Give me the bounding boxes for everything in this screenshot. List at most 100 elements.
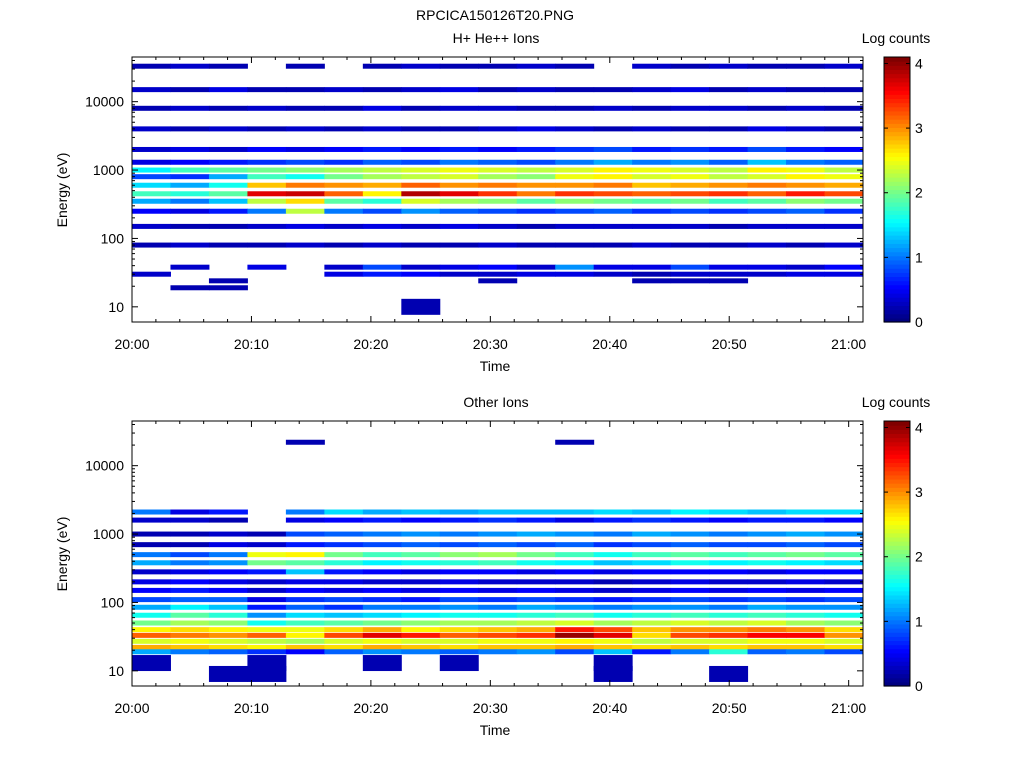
heatmap-cell — [555, 439, 595, 445]
heatmap-cell — [593, 531, 633, 537]
heatmap-cell — [362, 542, 402, 548]
heatmap-cell — [593, 191, 633, 197]
colorbar-step — [884, 251, 910, 257]
heatmap-cell — [670, 579, 710, 585]
heatmap-cell — [362, 223, 402, 229]
heatmap-cell — [439, 105, 479, 111]
heatmap-cell — [208, 63, 248, 69]
heatmap-cell — [786, 146, 826, 152]
heatmap-cell — [824, 627, 864, 633]
heatmap-cell — [516, 242, 556, 248]
heatmap-cell — [709, 182, 749, 188]
heatmap-cell — [285, 182, 325, 188]
heatmap-cell — [208, 552, 248, 558]
heatmap-cell — [170, 126, 210, 132]
heatmap-cell — [401, 63, 441, 69]
heatmap-cell — [478, 569, 518, 575]
heatmap-cell — [593, 264, 633, 270]
heatmap-cell — [555, 517, 595, 523]
heatmap-cell — [208, 597, 248, 603]
heatmap-cell — [439, 569, 479, 575]
heatmap-cell — [593, 167, 633, 173]
heatmap-cell — [516, 264, 556, 270]
heatmap-cell — [593, 174, 633, 180]
colorbar-step — [884, 164, 910, 170]
heatmap-cell — [709, 597, 749, 603]
heatmap-cell — [632, 223, 672, 229]
axes: 10 100 1000 10000 20:00 20:10 20:20 20:30 20:40 2… — [85, 421, 866, 716]
y-tick-label: 100 — [101, 230, 125, 246]
colorbar-step — [884, 565, 910, 571]
heatmap-cell — [478, 146, 518, 152]
heatmap-cell — [247, 242, 287, 248]
colorbar-step — [884, 503, 910, 509]
heatmap-cell — [478, 612, 518, 618]
heatmap-cell — [132, 198, 171, 204]
heatmap-cell — [285, 146, 325, 152]
heatmap-cell — [786, 627, 826, 633]
heatmap-cell — [747, 105, 787, 111]
colorbar-step — [884, 507, 910, 513]
heatmap-cell — [709, 159, 749, 165]
heatmap-cell — [824, 560, 864, 566]
heatmap-cell — [709, 126, 749, 132]
heatmap-cell — [786, 87, 826, 93]
heatmap-cell — [555, 264, 595, 270]
heatmap-cell — [824, 587, 864, 593]
heatmap-cell — [401, 649, 441, 655]
y-axis-label: Energy (eV) — [54, 517, 70, 592]
heatmap-cell — [247, 560, 287, 566]
heatmap-cell — [362, 649, 402, 655]
heatmap-cell — [362, 655, 402, 672]
heatmap-cell — [362, 531, 402, 537]
y-tick-label: 1000 — [93, 526, 124, 542]
heatmap-cell — [170, 223, 210, 229]
heatmap-cell — [362, 569, 402, 575]
colorbar-step — [884, 528, 910, 534]
heatmap-cell — [747, 223, 787, 229]
heatmap-cell — [401, 87, 441, 93]
heatmap-cell — [670, 597, 710, 603]
heatmap-cell — [401, 223, 441, 229]
y-tick-label: 100 — [101, 594, 125, 610]
heatmap-cell — [670, 517, 710, 523]
colorbar-step — [884, 313, 910, 319]
heatmap-cell — [478, 105, 518, 111]
heatmap-cell — [709, 632, 749, 638]
heatmap-cell — [478, 198, 518, 204]
heatmap-cell — [824, 597, 864, 603]
heatmap-cell — [516, 612, 556, 618]
heatmap-cell — [401, 298, 441, 315]
heatmap-cell — [747, 560, 787, 566]
heatmap-cell — [747, 167, 787, 173]
colorbar-step — [884, 570, 910, 575]
heatmap-cell — [132, 655, 171, 672]
heatmap-cell — [324, 597, 364, 603]
heatmap-cell — [747, 208, 787, 214]
heatmap-cell — [786, 509, 826, 515]
heatmap-cell — [516, 167, 556, 173]
heatmap-cell — [516, 632, 556, 638]
heatmap-cell — [362, 560, 402, 566]
heatmap-cell — [362, 198, 402, 204]
heatmap-cell — [208, 620, 248, 626]
heatmap-cell — [439, 182, 479, 188]
heatmap-cell — [709, 552, 749, 558]
heatmap-cell — [247, 597, 287, 603]
heatmap-cell — [632, 509, 672, 515]
heatmap-cell — [747, 182, 787, 188]
heatmap-cell — [132, 638, 171, 644]
heatmap-cell — [439, 560, 479, 566]
colorbar-tick-label: 2 — [915, 185, 923, 201]
heatmap-cell — [132, 542, 171, 548]
heatmap-cell — [401, 242, 441, 248]
heatmap-cell — [555, 597, 595, 603]
heatmap-cell — [670, 644, 710, 650]
heatmap-cell — [632, 612, 672, 618]
heatmap-cell — [516, 620, 556, 626]
heatmap-cell — [709, 105, 749, 111]
heatmap-cell — [478, 264, 518, 270]
heatmap-cell — [824, 644, 864, 650]
colorbar-step — [884, 239, 910, 244]
